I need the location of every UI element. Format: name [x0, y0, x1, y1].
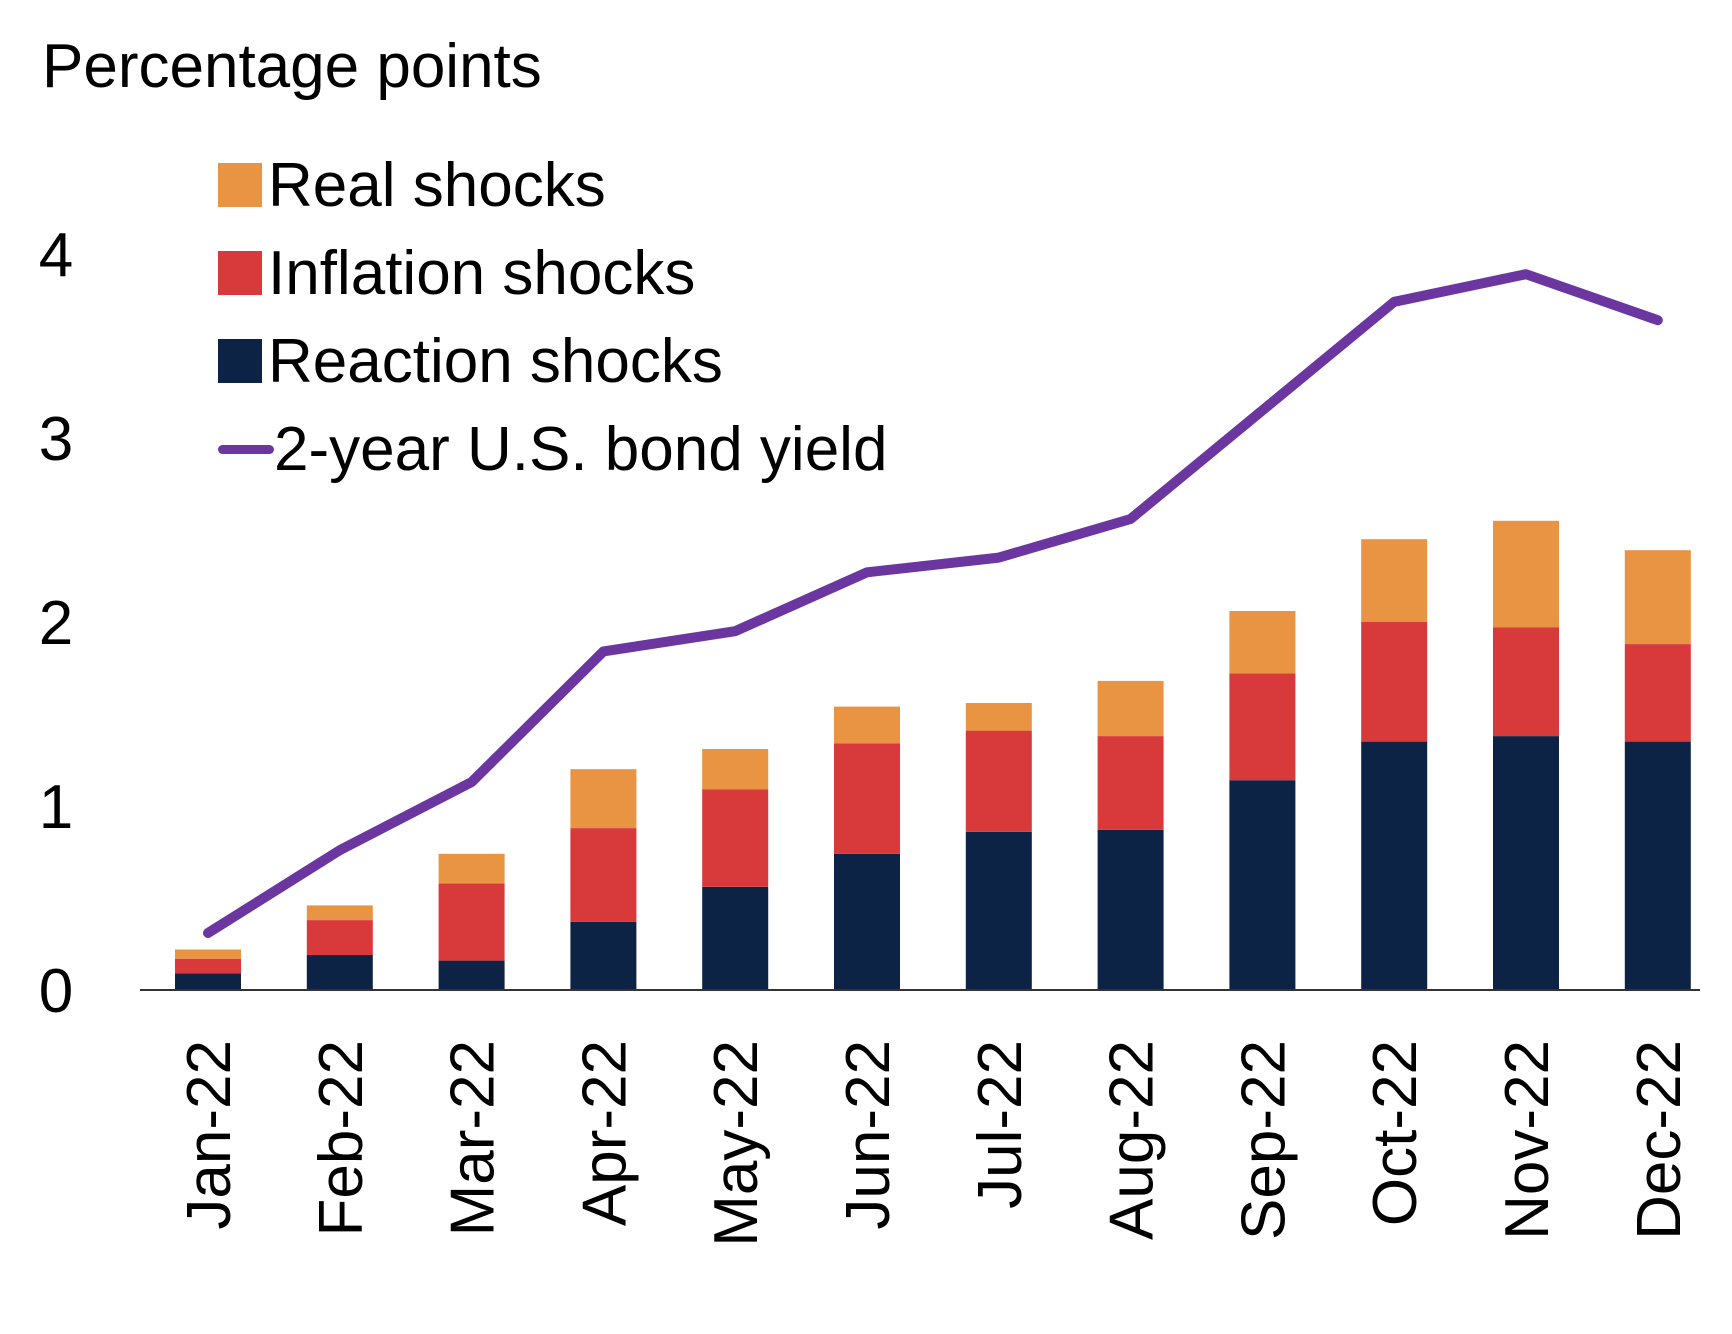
- bar-reaction-shocks-oct-22: [1361, 741, 1428, 990]
- bar-real-shocks-jul-22: [965, 703, 1032, 731]
- bar-reaction-shocks-jan-22: [175, 973, 241, 990]
- bar-real-shocks-may-22: [702, 749, 769, 790]
- x-tick-label: Feb-22: [307, 1040, 376, 1236]
- bar-inflation-shocks-jul-22: [965, 730, 1032, 832]
- bar-real-shocks-apr-22: [570, 769, 637, 829]
- bar-reaction-shocks-feb-22: [306, 955, 373, 990]
- bar-inflation-shocks-sep-22: [1229, 673, 1296, 781]
- legend-label-yield: 2-year U.S. bond yield: [274, 414, 888, 484]
- bar-reaction-shocks-may-22: [702, 887, 769, 990]
- bar-real-shocks-sep-22: [1229, 611, 1296, 674]
- legend-label-inflation: Inflation shocks: [268, 238, 696, 308]
- bar-real-shocks-aug-22: [1097, 680, 1164, 737]
- bar-real-shocks-jan-22: [175, 949, 241, 959]
- bar-reaction-shocks-jul-22: [965, 831, 1032, 990]
- x-tick-label: Nov-22: [1493, 1040, 1562, 1240]
- bar-reaction-shocks-mar-22: [438, 960, 505, 990]
- bar-inflation-shocks-feb-22: [306, 920, 373, 956]
- x-tick-label: Dec-22: [1625, 1040, 1694, 1240]
- bar-inflation-shocks-jun-22: [834, 743, 900, 854]
- bar-reaction-shocks-apr-22: [570, 921, 637, 990]
- bar-inflation-shocks-nov-22: [1493, 627, 1559, 737]
- bar-reaction-shocks-nov-22: [1493, 736, 1559, 990]
- y-axis: 0 1 2 3 4: [39, 221, 73, 1026]
- bar-reaction-shocks-aug-22: [1097, 829, 1164, 990]
- yield-line: [203, 269, 1663, 938]
- y-tick-label: 4: [39, 221, 73, 290]
- y-tick-label: 3: [39, 405, 73, 474]
- bar-reaction-shocks-sep-22: [1229, 780, 1296, 990]
- x-tick-label: Sep-22: [1229, 1040, 1298, 1240]
- legend-item-yield: 2-year U.S. bond yield: [218, 414, 887, 484]
- bar-inflation-shocks-jan-22: [175, 958, 241, 974]
- bar-inflation-shocks-dec-22: [1624, 644, 1691, 742]
- y-axis-title: Percentage points: [42, 32, 542, 101]
- y-tick-label: 0: [39, 957, 73, 1026]
- legend-swatch-real: [218, 163, 262, 207]
- x-tick-label: Jun-22: [834, 1040, 903, 1230]
- bar-inflation-shocks-oct-22: [1361, 622, 1428, 742]
- bar-real-shocks-dec-22: [1624, 550, 1691, 644]
- bar-inflation-shocks-may-22: [702, 789, 769, 887]
- y-tick-label: 1: [39, 773, 73, 842]
- bar-real-shocks-oct-22: [1361, 539, 1428, 622]
- bar-inflation-shocks-apr-22: [570, 828, 637, 922]
- legend-swatch-reaction: [218, 339, 262, 383]
- bar-inflation-shocks-mar-22: [438, 883, 505, 961]
- x-tick-label: Oct-22: [1361, 1040, 1430, 1226]
- x-axis: Jan-22 Feb-22 Mar-22 Apr-22 May-22 Jun-22 Jul-…: [175, 1040, 1694, 1247]
- bar-group: [175, 520, 1691, 990]
- y-tick-label: 2: [39, 589, 73, 658]
- x-tick-label: Jan-22: [175, 1040, 244, 1230]
- legend-item-inflation: Inflation shocks: [218, 238, 695, 308]
- x-tick-label: Jul-22: [966, 1040, 1035, 1209]
- x-tick-label: May-22: [702, 1040, 771, 1247]
- legend-item-reaction: Reaction shocks: [218, 326, 723, 396]
- legend-label-real: Real shocks: [268, 150, 606, 220]
- legend-item-real: Real shocks: [218, 150, 606, 220]
- x-tick-label: Aug-22: [1098, 1040, 1167, 1240]
- x-tick-label: Apr-22: [570, 1040, 639, 1226]
- bar-reaction-shocks-jun-22: [834, 853, 900, 990]
- legend-swatch-yield: [218, 444, 274, 454]
- bar-inflation-shocks-aug-22: [1097, 736, 1164, 830]
- bar-real-shocks-nov-22: [1493, 520, 1559, 628]
- bar-real-shocks-mar-22: [438, 853, 505, 884]
- bar-reaction-shocks-dec-22: [1624, 741, 1691, 990]
- legend-label-reaction: Reaction shocks: [268, 326, 723, 396]
- bar-real-shocks-jun-22: [834, 706, 900, 744]
- bar-real-shocks-feb-22: [306, 905, 373, 921]
- x-tick-label: Mar-22: [439, 1040, 508, 1236]
- legend-swatch-inflation: [218, 251, 262, 295]
